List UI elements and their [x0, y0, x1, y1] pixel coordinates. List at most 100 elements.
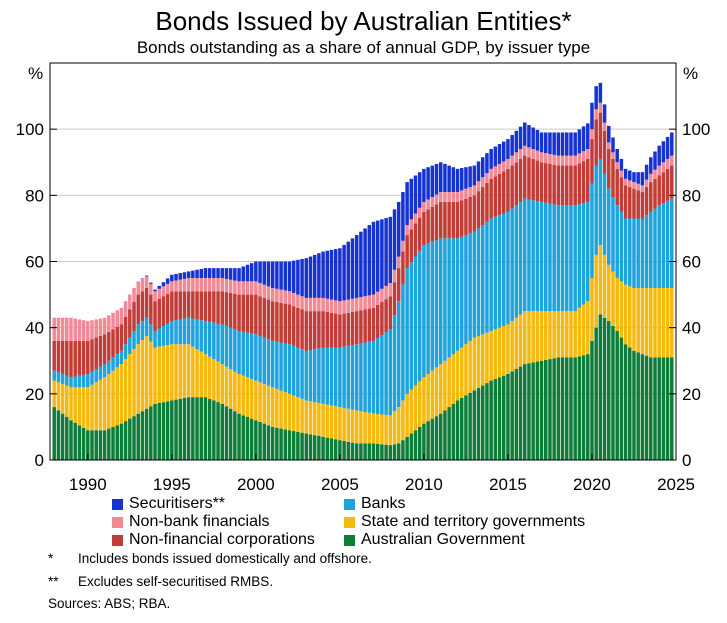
bar-segment-state-territory	[283, 392, 288, 430]
bar-segment-australian-government	[472, 390, 477, 460]
bar-segment-nonbank-financials	[602, 122, 607, 131]
bar-segment-nonfinancial-corporations	[527, 157, 531, 200]
bar-segment-securitisers	[350, 238, 355, 299]
bar-segment-nonbank-financials	[65, 317, 69, 341]
bar-segment-securitisers	[556, 132, 561, 156]
bar-segment-banks	[556, 205, 561, 312]
bar-segment-nonfinancial-corporations	[653, 178, 657, 209]
bar-segment-securitisers	[552, 132, 556, 155]
bar-segment-nonfinancial-corporations	[531, 158, 535, 201]
bar-segment-securitisers	[216, 268, 220, 279]
bar-segment-securitisers	[287, 261, 292, 292]
bar-segment-securitisers	[636, 172, 640, 184]
bar-segment-state-territory	[527, 311, 531, 364]
bar-segment-australian-government	[102, 430, 107, 460]
bar-segment-nonbank-financials	[544, 153, 548, 164]
bar-segment-banks	[338, 347, 342, 408]
bar-segment-state-territory	[623, 284, 628, 345]
bar-segment-state-territory	[115, 367, 119, 426]
bar-segment-securitisers	[447, 165, 451, 193]
bar-segment-nonfinancial-corporations	[670, 165, 674, 199]
bar-segment-banks	[443, 238, 447, 361]
bar-segment-banks	[577, 204, 582, 308]
bar-segment-banks	[388, 329, 393, 416]
bar-segment-nonfinancial-corporations	[367, 308, 372, 342]
bar-segment-state-territory	[480, 334, 485, 386]
legend-item-banks: Banks	[344, 495, 585, 513]
bar-segment-nonbank-financials	[262, 284, 267, 298]
bar-segment-australian-government	[199, 397, 203, 460]
bar-segment-australian-government	[132, 416, 136, 460]
bar-segment-australian-government	[178, 398, 182, 460]
bar-segment-banks	[380, 335, 384, 415]
bar-segment-state-territory	[77, 387, 82, 426]
bar-segment-banks	[174, 320, 178, 345]
bar-segment-australian-government	[552, 358, 556, 460]
bar-segment-nonbank-financials	[207, 278, 212, 292]
bar-segment-nonbank-financials	[312, 297, 317, 312]
bar-segment-securitisers	[581, 126, 586, 152]
bar-segment-nonfinancial-corporations	[548, 163, 552, 204]
bar-segment-securitisers	[291, 260, 296, 293]
bar-segment-securitisers	[489, 149, 493, 169]
bar-segment-nonbank-financials	[249, 281, 254, 295]
bar-segment-securitisers	[228, 268, 233, 280]
y-tick-label-right: 60	[682, 253, 701, 272]
bar-segment-banks	[438, 238, 443, 365]
bar-segment-banks	[384, 332, 388, 415]
bar-segment-nonfinancial-corporations	[52, 340, 56, 371]
bar-segment-nonbank-financials	[338, 301, 342, 315]
bar-segment-nonfinancial-corporations	[346, 312, 351, 346]
bar-segment-nonfinancial-corporations	[220, 291, 225, 325]
bar-segment-nonfinancial-corporations	[615, 168, 619, 206]
bar-segment-australian-government	[586, 354, 590, 460]
bar-segment-nonfinancial-corporations	[459, 200, 464, 237]
bar-segment-state-territory	[636, 287, 640, 353]
bar-segment-state-territory	[186, 344, 191, 398]
bar-segment-state-territory	[506, 324, 510, 374]
bar-segment-state-territory	[279, 390, 283, 429]
bar-segment-nonbank-financials	[565, 155, 569, 166]
bar-segment-nonfinancial-corporations	[396, 268, 401, 302]
bar-segment-banks	[115, 354, 119, 368]
bar-segment-state-territory	[607, 264, 611, 322]
bar-segment-securitisers	[384, 218, 388, 286]
bar-segment-nonfinancial-corporations	[275, 302, 279, 342]
bar-segment-state-territory	[380, 414, 384, 445]
bar-segment-state-territory	[317, 402, 321, 437]
bar-segment-securitisers	[321, 251, 325, 298]
bar-segment-australian-government	[501, 375, 506, 460]
bar-segment-state-territory	[493, 329, 498, 379]
bar-segment-banks	[350, 345, 355, 410]
bar-segment-nonfinancial-corporations	[455, 201, 460, 239]
bar-segment-securitisers	[275, 261, 279, 289]
bar-segment-nonbank-financials	[438, 192, 443, 202]
bar-segment-nonbank-financials	[586, 149, 590, 159]
bar-segment-australian-government	[342, 440, 346, 460]
bar-segment-nonfinancial-corporations	[359, 310, 363, 344]
bar-segment-state-territory	[518, 314, 523, 367]
bar-segment-securitisers	[203, 268, 208, 279]
bar-segment-nonbank-financials	[195, 278, 199, 292]
bar-segment-nonbank-financials	[98, 318, 103, 336]
bar-segment-australian-government	[602, 317, 607, 460]
bar-segment-state-territory	[472, 337, 477, 391]
bar-segment-securitisers	[262, 261, 267, 285]
bar-segment-state-territory	[359, 411, 363, 444]
bar-segment-nonbank-financials	[308, 297, 313, 312]
bar-segment-nonfinancial-corporations	[628, 187, 632, 219]
bar-segment-banks	[523, 198, 527, 312]
bar-segment-banks	[371, 340, 376, 414]
bar-segment-securitisers	[459, 168, 464, 191]
bar-segment-nonbank-financials	[279, 289, 283, 303]
bar-segment-state-territory	[665, 287, 670, 358]
bar-segment-securitisers	[220, 268, 225, 279]
legend-item-state-territory: State and territory governments	[344, 513, 585, 531]
bar-segment-securitisers	[266, 261, 271, 287]
bar-segment-securitisers	[249, 263, 254, 282]
bar-segment-nonbank-financials	[237, 281, 241, 295]
bar-segment-nonfinancial-corporations	[506, 168, 510, 212]
bar-segment-banks	[144, 317, 149, 336]
bar-segment-nonfinancial-corporations	[493, 176, 498, 217]
bar-segment-securitisers	[476, 161, 481, 182]
